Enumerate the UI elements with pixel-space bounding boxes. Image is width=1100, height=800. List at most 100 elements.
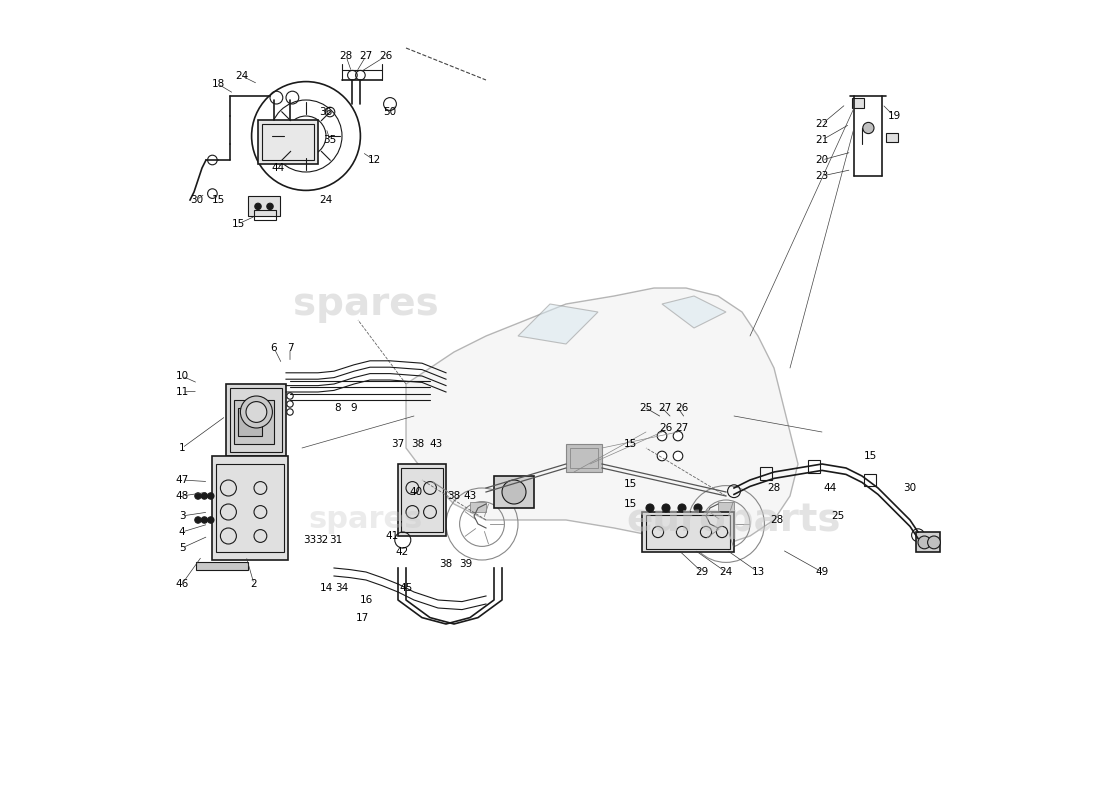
Circle shape — [208, 517, 214, 523]
Text: 47: 47 — [175, 475, 188, 485]
Circle shape — [267, 203, 273, 210]
Bar — [197, 562, 249, 570]
Text: 20: 20 — [815, 155, 828, 165]
Bar — [470, 502, 486, 512]
Text: 26: 26 — [675, 403, 689, 413]
Bar — [402, 468, 443, 532]
Bar — [494, 476, 534, 508]
Circle shape — [287, 409, 294, 415]
Bar — [916, 532, 940, 552]
Text: 26: 26 — [659, 423, 672, 433]
Text: 33: 33 — [304, 535, 317, 545]
Text: 34: 34 — [336, 583, 349, 593]
Circle shape — [195, 517, 201, 523]
Text: 27: 27 — [658, 403, 671, 413]
Bar — [646, 515, 730, 549]
Text: 2: 2 — [251, 579, 257, 589]
Bar — [886, 133, 898, 142]
Text: 40: 40 — [410, 487, 424, 497]
Circle shape — [927, 536, 940, 549]
Text: 28: 28 — [768, 483, 781, 493]
Circle shape — [255, 203, 261, 210]
Text: 27: 27 — [360, 51, 373, 61]
Bar — [864, 474, 877, 486]
Text: 15: 15 — [624, 499, 637, 509]
Text: 5: 5 — [178, 543, 185, 553]
Circle shape — [646, 504, 654, 512]
Bar — [238, 408, 262, 436]
Text: 27: 27 — [675, 423, 689, 433]
Text: 25: 25 — [832, 511, 845, 521]
Circle shape — [673, 451, 683, 461]
Text: 41: 41 — [385, 531, 398, 541]
Circle shape — [287, 393, 294, 399]
Text: 43: 43 — [463, 491, 476, 501]
Circle shape — [694, 504, 702, 512]
Text: spares: spares — [309, 506, 424, 534]
Polygon shape — [406, 288, 798, 544]
Text: 10: 10 — [175, 371, 188, 381]
Circle shape — [201, 517, 208, 523]
Bar — [642, 512, 734, 552]
Bar — [254, 210, 276, 220]
Text: 8: 8 — [334, 403, 341, 413]
Text: 14: 14 — [319, 583, 332, 593]
Text: 23: 23 — [815, 171, 828, 181]
Circle shape — [657, 451, 667, 461]
Text: 38: 38 — [439, 559, 452, 569]
Text: 13: 13 — [751, 567, 764, 577]
Text: europarts: europarts — [627, 501, 842, 539]
Bar — [760, 467, 772, 480]
Circle shape — [918, 536, 931, 549]
Bar — [570, 448, 598, 468]
Bar — [262, 124, 314, 160]
Text: spares: spares — [293, 285, 439, 323]
Bar — [398, 464, 446, 536]
Text: 31: 31 — [329, 535, 342, 545]
Bar — [234, 400, 274, 444]
Circle shape — [657, 431, 667, 441]
Circle shape — [662, 504, 670, 512]
Text: 44: 44 — [272, 163, 285, 173]
Text: 3: 3 — [178, 511, 185, 521]
Text: 39: 39 — [460, 559, 473, 569]
Text: 45: 45 — [399, 583, 412, 593]
Text: 17: 17 — [355, 613, 368, 622]
Text: 15: 15 — [231, 219, 244, 229]
Text: 15: 15 — [624, 439, 637, 449]
Text: 29: 29 — [695, 567, 708, 577]
Text: 15: 15 — [624, 479, 637, 489]
Text: 16: 16 — [360, 595, 373, 605]
Text: 4: 4 — [178, 527, 185, 537]
Text: 12: 12 — [367, 155, 381, 165]
Bar — [851, 98, 864, 108]
Text: 43: 43 — [430, 439, 443, 449]
Text: 50: 50 — [384, 107, 397, 117]
Text: 37: 37 — [392, 439, 405, 449]
Text: 15: 15 — [211, 195, 224, 205]
Text: 46: 46 — [175, 579, 188, 589]
Circle shape — [678, 504, 686, 512]
Bar — [807, 460, 821, 473]
Bar — [226, 384, 286, 456]
Text: 28: 28 — [340, 51, 353, 61]
Bar — [718, 502, 734, 512]
Text: 44: 44 — [824, 483, 837, 493]
Circle shape — [241, 396, 273, 428]
Text: 15: 15 — [864, 451, 877, 461]
Text: 18: 18 — [211, 79, 224, 89]
Text: 48: 48 — [175, 491, 188, 501]
Circle shape — [195, 493, 201, 499]
Text: 22: 22 — [815, 119, 828, 129]
Text: 42: 42 — [395, 547, 408, 557]
Bar — [566, 444, 602, 472]
Circle shape — [502, 480, 526, 504]
Bar — [230, 388, 282, 452]
Text: 7: 7 — [287, 343, 294, 353]
Polygon shape — [518, 304, 598, 344]
Bar — [217, 464, 285, 552]
Text: 30: 30 — [190, 195, 204, 205]
Circle shape — [246, 402, 267, 422]
Bar — [248, 196, 279, 216]
Text: 26: 26 — [379, 51, 393, 61]
